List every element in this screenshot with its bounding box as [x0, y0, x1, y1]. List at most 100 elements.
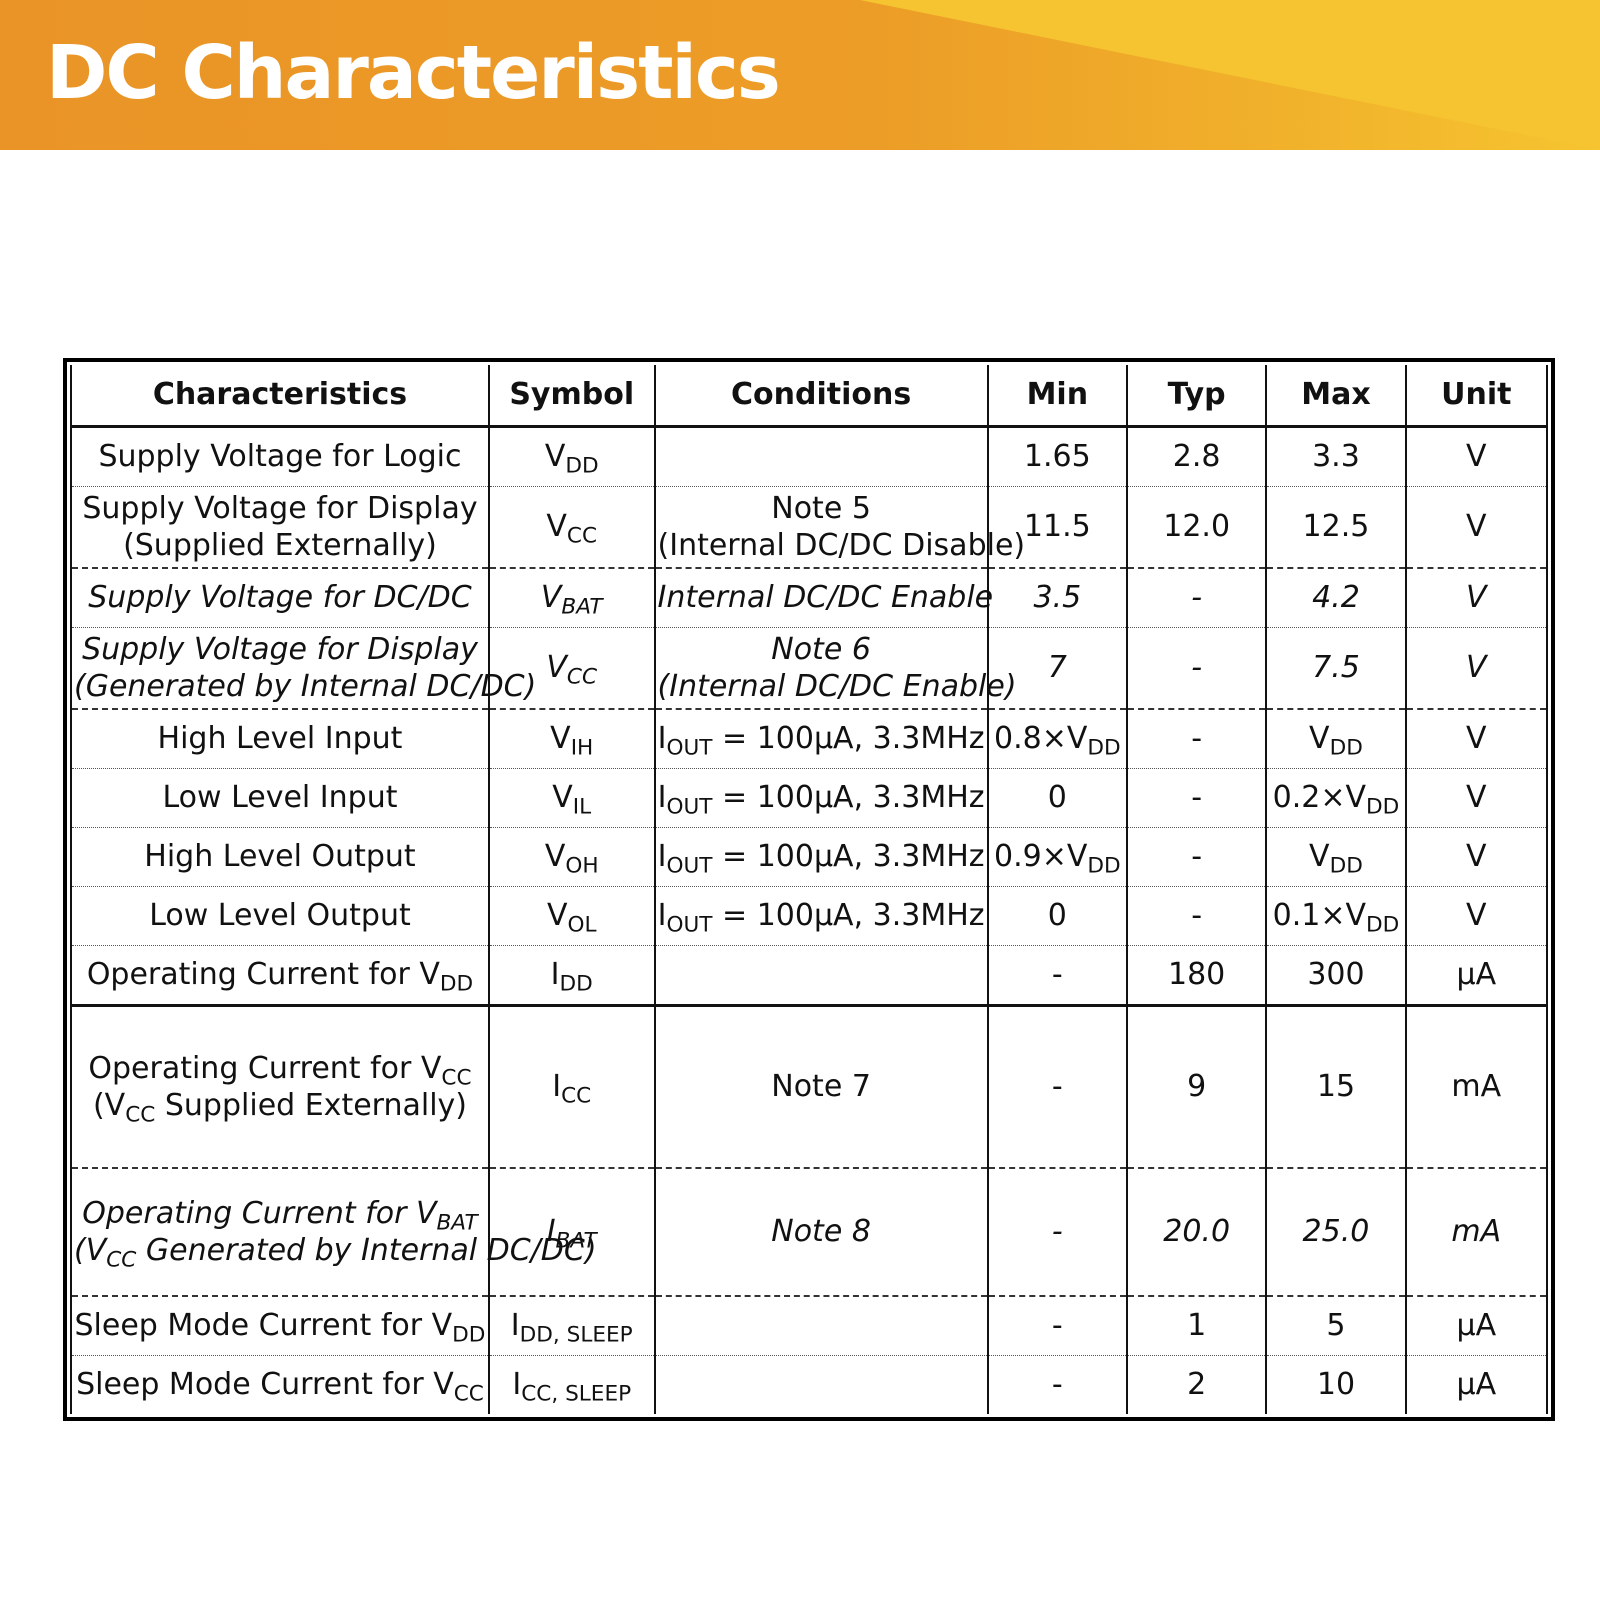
cell-unit: mA [1404, 1005, 1549, 1168]
cell-min: - [986, 1295, 1128, 1356]
cell-max: 7.5 [1265, 627, 1407, 709]
spec-table: Characteristics Symbol Conditions Min Ty… [70, 365, 1549, 1414]
cell-conditions [653, 1355, 989, 1414]
cell-symbol: VBAT [487, 567, 656, 628]
cell-typ: 20.0 [1125, 1167, 1268, 1296]
cell-conditions: Note 5 (Internal DC/DC Disable) [653, 486, 1025, 568]
cell-typ: 12.0 [1125, 486, 1268, 568]
cell-unit: V [1404, 426, 1549, 487]
cell-symbol: ICC, SLEEP [487, 1355, 656, 1414]
banner-accent-shape [860, 0, 1600, 150]
cell-characteristics: High Level Input [70, 708, 490, 769]
cell-conditions: IOUT = 100μA, 3.3MHz [653, 708, 989, 769]
cell-max: 5 [1265, 1295, 1407, 1356]
cell-unit: V [1404, 486, 1549, 568]
cell-symbol: VIL [487, 768, 656, 828]
cell-characteristics: Supply Voltage for Display (Supplied Ext… [70, 486, 490, 568]
cell-typ: 180 [1125, 945, 1268, 1007]
table-row: Sleep Mode Current for VDD IDD, SLEEP - … [70, 1295, 1549, 1356]
cell-symbol: IBAT [487, 1167, 656, 1296]
cell-max: 0.2×VDD [1265, 768, 1407, 828]
cell-conditions [653, 1295, 989, 1356]
cell-symbol: VOH [487, 827, 656, 887]
cell-conditions [653, 945, 989, 1007]
table-header-row: Characteristics Symbol Conditions Min Ty… [70, 365, 1549, 428]
cell-max: 25.0 [1265, 1167, 1407, 1296]
cell-typ: - [1125, 567, 1268, 628]
cell-conditions: IOUT = 100μA, 3.3MHz [653, 827, 989, 887]
header-conditions: Conditions [653, 365, 989, 428]
cell-conditions: Note 8 [653, 1167, 989, 1296]
cell-min: 0.8×VDD [986, 708, 1128, 769]
cell-typ: - [1125, 627, 1268, 709]
cell-characteristics: Operating Current for VBAT (VCC Generate… [70, 1167, 597, 1296]
cell-symbol: IDD, SLEEP [487, 1295, 656, 1356]
cell-symbol: VCC [487, 627, 656, 709]
cell-max: 300 [1265, 945, 1407, 1007]
table-row: Low Level Output VOL IOUT = 100μA, 3.3MH… [70, 886, 1549, 946]
cell-characteristics: Operating Current for VCC (VCC Supplied … [70, 1005, 490, 1168]
cell-conditions: Note 7 [653, 1005, 989, 1168]
cell-min: - [986, 1355, 1128, 1414]
cell-min: 0 [986, 886, 1128, 946]
cell-characteristics: Sleep Mode Current for VDD [70, 1295, 490, 1356]
header-typ: Typ [1125, 365, 1268, 428]
cell-min: 0 [986, 768, 1128, 828]
cell-min: 7 [986, 627, 1128, 709]
cell-unit: V [1404, 768, 1549, 828]
cell-characteristics: Sleep Mode Current for VCC [70, 1355, 490, 1414]
cell-conditions: IOUT = 100μA, 3.3MHz [653, 886, 989, 946]
cell-min: 1.65 [986, 426, 1128, 487]
header-min: Min [986, 365, 1128, 428]
cell-characteristics: Supply Voltage for Display (Generated by… [70, 627, 536, 709]
cell-typ: 1 [1125, 1295, 1268, 1356]
cell-characteristics: Supply Voltage for Logic [70, 426, 490, 487]
cell-unit: V [1404, 708, 1549, 769]
cell-typ: 9 [1125, 1005, 1268, 1168]
cell-symbol: IDD [487, 945, 656, 1007]
cell-min: 11.5 [986, 486, 1128, 568]
cell-characteristics: High Level Output [70, 827, 490, 887]
cell-typ: - [1125, 827, 1268, 887]
table-row: High Level Input VIH IOUT = 100μA, 3.3MH… [70, 708, 1549, 769]
cell-symbol: VDD [487, 426, 656, 487]
cell-max: 15 [1265, 1005, 1407, 1168]
cell-unit: μA [1404, 945, 1549, 1007]
cell-max: 12.5 [1265, 486, 1407, 568]
cell-conditions: IOUT = 100μA, 3.3MHz [653, 768, 989, 828]
cell-unit: V [1404, 627, 1549, 709]
cell-conditions: Internal DC/DC Enable [653, 567, 993, 628]
table-row: Low Level Input VIL IOUT = 100μA, 3.3MHz… [70, 768, 1549, 828]
table-row: Operating Current for VDD IDD - 180 300 … [70, 945, 1549, 1007]
table-row: Operating Current for VCC (VCC Supplied … [70, 1005, 1549, 1168]
cell-max: VDD [1265, 708, 1407, 769]
header-unit: Unit [1404, 365, 1549, 428]
cell-min: 3.5 [986, 567, 1128, 628]
cell-characteristics: Low Level Output [70, 886, 490, 946]
header-characteristics: Characteristics [70, 365, 490, 428]
cell-unit: V [1404, 827, 1549, 887]
cell-typ: - [1125, 886, 1268, 946]
cell-symbol: VOL [487, 886, 656, 946]
cell-typ: - [1125, 708, 1268, 769]
cell-conditions: Note 6 (Internal DC/DC Enable) [653, 627, 1017, 709]
cell-typ: 2 [1125, 1355, 1268, 1414]
table-row: High Level Output VOH IOUT = 100μA, 3.3M… [70, 827, 1549, 887]
cell-max: 10 [1265, 1355, 1407, 1414]
cell-min: - [986, 1005, 1128, 1168]
cell-unit: mA [1404, 1167, 1549, 1296]
table-row: Sleep Mode Current for VCC ICC, SLEEP - … [70, 1355, 1549, 1414]
header-max: Max [1265, 365, 1407, 428]
dc-characteristics-table: Characteristics Symbol Conditions Min Ty… [63, 358, 1555, 1421]
cell-max: 3.3 [1265, 426, 1407, 487]
title-banner: DC Characteristics [0, 0, 1600, 150]
cell-unit: V [1404, 886, 1549, 946]
table-row: Supply Voltage for Logic VDD 1.65 2.8 3.… [70, 426, 1549, 487]
cell-unit: μA [1404, 1295, 1549, 1356]
cell-conditions [653, 426, 989, 487]
cell-min: 0.9×VDD [986, 827, 1128, 887]
cell-characteristics: Low Level Input [70, 768, 490, 828]
cell-characteristics: Supply Voltage for DC/DC [70, 567, 490, 628]
table-row: Supply Voltage for Display (Generated by… [70, 627, 1549, 709]
cell-symbol: VIH [487, 708, 656, 769]
